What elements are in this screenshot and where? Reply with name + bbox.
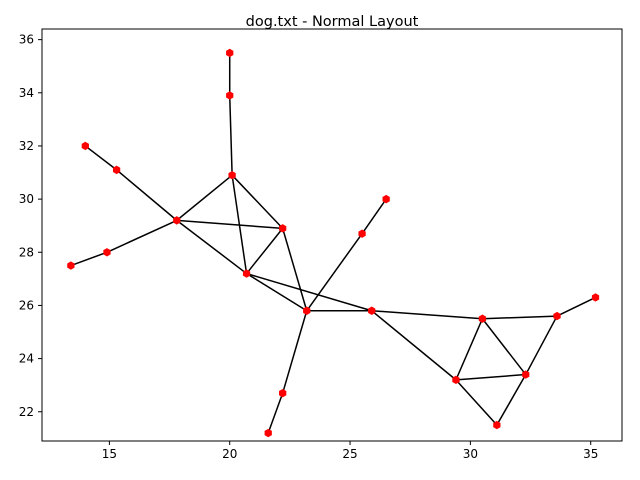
x-tick-label: 25	[342, 447, 357, 461]
node-n7	[103, 248, 111, 257]
edge-n10-n12	[246, 272, 372, 312]
node-n17	[478, 314, 487, 323]
node-n20	[493, 420, 501, 430]
edge-n12-n17	[371, 310, 483, 320]
edge-n10-n11	[246, 272, 308, 312]
edge-n6-n9	[176, 219, 283, 230]
y-tick-label: 28	[19, 245, 34, 259]
node-n6	[173, 216, 181, 225]
edge-n15-n16	[267, 392, 284, 434]
edge-n7-n8	[70, 251, 108, 267]
edge-n4-n5	[84, 145, 118, 171]
edge-n20-n19	[496, 374, 527, 426]
edge-n17-n19	[481, 318, 527, 376]
edge-n13-n14	[361, 198, 387, 235]
y-axis: 22 24 26 28 30 32 34 36	[19, 33, 42, 419]
edge-n2-n3	[228, 95, 233, 176]
y-tick-label: 24	[19, 352, 34, 366]
node-n19	[522, 370, 530, 379]
y-tick-label: 30	[19, 192, 34, 206]
edge-n17-n21	[482, 315, 558, 320]
y-tick-label: 22	[19, 405, 34, 419]
node-n4	[81, 141, 89, 151]
edge-n17-n18	[455, 318, 484, 381]
edge-n12-n18	[371, 310, 457, 381]
edge-n18-n20	[455, 379, 498, 426]
x-tick-label: 20	[222, 447, 237, 461]
node-n21	[553, 311, 561, 321]
node-n14	[382, 194, 390, 204]
edge-n3-n6	[176, 174, 233, 221]
edge-n3-n9	[231, 174, 284, 229]
node-layer	[67, 48, 600, 438]
plot-frame	[41, 28, 623, 442]
y-tick-label: 36	[19, 33, 34, 47]
y-tick-label: 26	[19, 298, 34, 312]
node-n10	[242, 269, 251, 278]
node-n15	[279, 388, 287, 398]
node-n18	[452, 375, 460, 385]
node-n3	[228, 170, 236, 180]
edge-n5-n6	[116, 169, 178, 221]
edge-layer	[70, 52, 596, 434]
node-n16	[264, 428, 272, 438]
node-n2	[226, 91, 234, 100]
y-tick-label: 34	[19, 86, 34, 100]
x-tick-label: 15	[102, 447, 117, 461]
node-n22	[591, 293, 600, 302]
edge-n21-n22	[556, 296, 596, 317]
node-n9	[279, 224, 287, 233]
edge-n6-n10	[176, 219, 248, 275]
x-tick-label: 35	[583, 447, 598, 461]
edge-n19-n21	[525, 315, 558, 375]
node-n12	[368, 306, 376, 315]
node-n11	[303, 306, 311, 315]
edge-n11-n15	[281, 310, 308, 394]
edge-n9-n10	[245, 227, 284, 275]
edge-n18-n19	[455, 373, 526, 381]
node-n13	[358, 229, 366, 238]
chart-title: dog.txt - Normal Layout	[246, 14, 419, 30]
node-n8	[67, 261, 75, 270]
x-tick-label: 30	[463, 447, 478, 461]
edge-n9-n11	[281, 228, 308, 311]
x-axis: 15 20 25 30 35	[102, 441, 598, 461]
edge-n11-n13	[306, 233, 363, 312]
node-n1	[226, 48, 234, 58]
y-tick-label: 32	[19, 139, 34, 153]
edge-n6-n7	[106, 219, 178, 253]
node-n5	[112, 165, 121, 175]
